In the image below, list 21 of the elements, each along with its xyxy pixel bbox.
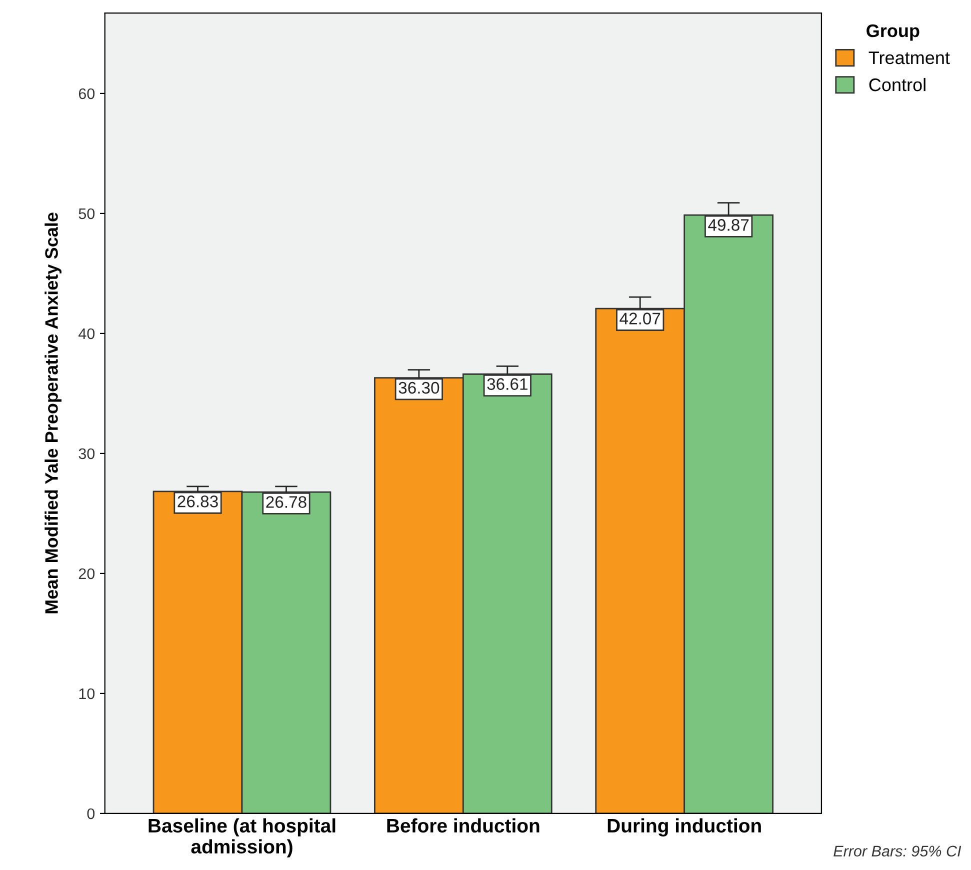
legend-title: Group [866,24,920,41]
data-label: 26.83 [178,496,218,508]
x-tick-label: During induction [608,818,761,837]
y-tick-label: 20 [78,568,95,580]
legend-label: Treatment [868,52,950,64]
data-label: 36.61 [487,378,528,390]
y-tick-label: 0 [87,808,95,820]
x-tick-label: Before induction [387,818,540,833]
y-tick-label: 60 [78,88,95,100]
data-label: 26.78 [266,496,306,508]
y-tick-label: 40 [78,328,95,340]
x-tick-label: Baseline (at hospital admission) [148,818,336,858]
y-axis-title: Mean Modified Yale Preoperative Anxiety Scale [44,212,62,614]
y-tick-label: 50 [78,208,95,220]
data-label: 49.87 [708,219,749,231]
data-label: 42.07 [620,312,660,324]
y-tick-label: 10 [79,688,95,700]
data-label: 36.30 [398,382,440,394]
text: Error Bars: 95% CI [834,846,962,857]
y-tick-label: 30 [78,448,95,460]
legend-label: Control [869,78,926,92]
